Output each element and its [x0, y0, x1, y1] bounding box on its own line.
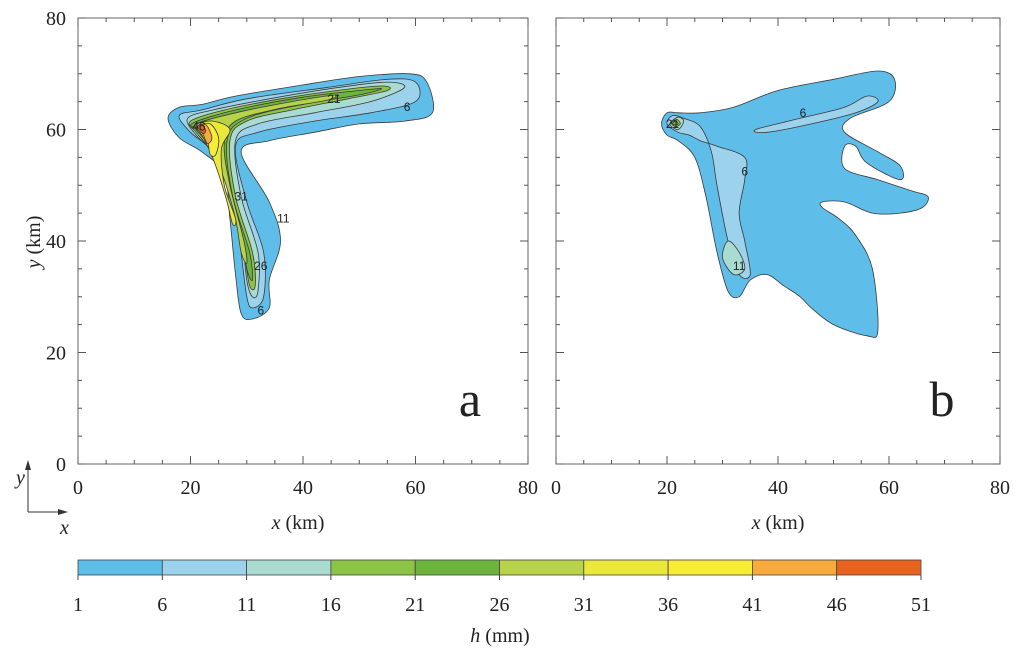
- contour-region-46: [197, 123, 207, 134]
- colorbar-tick-label: 31: [574, 594, 594, 616]
- contour-label: 11: [277, 212, 290, 226]
- orientation-x-arrowhead: [58, 509, 68, 515]
- x-axis-title-b-unit: (km): [761, 512, 805, 534]
- colorbar: 1 6 11 16 21 26 31 36 41 46 51: [73, 559, 931, 616]
- colorbar-tick-label: 11: [237, 594, 256, 616]
- contour-label: 6: [800, 106, 807, 120]
- x-tick-label: 80: [990, 477, 1010, 499]
- y-tick-label: 0: [56, 454, 66, 476]
- x-axis-title-a-var: x: [271, 512, 281, 534]
- x-tick-label: 40: [768, 477, 788, 499]
- x-axis-title-b: x (km): [751, 512, 805, 534]
- svg-text:x (km): x (km): [271, 512, 325, 534]
- contour-region-6: [666, 114, 751, 280]
- panel-b: 0 20 40 60 80 21 6 6 11 b: [551, 17, 1010, 499]
- orientation-x-label: x: [59, 517, 69, 539]
- contour-label: 6: [257, 304, 264, 318]
- contour-label: 31: [234, 189, 248, 203]
- colorbar-swatch: [330, 559, 416, 576]
- colorbar-swatch: [667, 559, 753, 576]
- y-tick-label: 80: [46, 8, 66, 30]
- x-axis-title-a-unit: (km): [281, 512, 325, 534]
- x-tick-label: 60: [406, 477, 426, 499]
- orientation-y-label: y: [14, 467, 25, 489]
- colorbar-tick-label: 26: [490, 594, 510, 616]
- svg-text:y (km): y (km): [23, 216, 45, 271]
- y-axis-title-var: y: [23, 259, 45, 270]
- orientation-indicator: y x: [14, 460, 69, 539]
- contour-label: 26: [254, 259, 268, 273]
- x-tick-label: 80: [518, 477, 538, 499]
- colorbar-swatch: [583, 559, 669, 576]
- colorbar-title: h (mm): [470, 625, 529, 647]
- contour-region-1: [661, 70, 929, 338]
- svg-text:h (mm): h (mm): [470, 625, 529, 647]
- colorbar-tick-label: 46: [827, 594, 847, 616]
- contour-label: 6: [404, 100, 411, 114]
- colorbar-tick-label: 21: [405, 594, 425, 616]
- y-axis-title-unit: (km): [23, 216, 45, 260]
- contour-region-21: [672, 120, 679, 126]
- colorbar-swatch: [414, 559, 500, 576]
- colorbar-title-unit: (mm): [480, 625, 529, 647]
- x-tick-label: 60: [879, 477, 899, 499]
- colorbar-swatch: [499, 559, 585, 576]
- orientation-y-arrowhead: [25, 460, 31, 470]
- x-tick-label: 0: [73, 477, 83, 499]
- colorbar-tick-label: 41: [742, 594, 762, 616]
- contour-label: 6: [741, 164, 748, 178]
- colorbar-tick-label: 16: [321, 594, 341, 616]
- colorbar-tick-label: 6: [157, 594, 167, 616]
- colorbar-swatch: [77, 559, 163, 576]
- x-tick-label: 40: [293, 477, 313, 499]
- x-tick-label: 20: [181, 477, 201, 499]
- contour-label: 21: [666, 117, 680, 131]
- x-tick-label: 0: [551, 477, 561, 499]
- contour-label: 21: [327, 92, 341, 106]
- y-tick-label: 40: [46, 231, 66, 253]
- colorbar-swatch: [836, 559, 922, 576]
- colorbar-tick-label: 1: [73, 594, 83, 616]
- x-axis-title-a: x (km): [271, 512, 325, 534]
- y-axis-title: y (km): [23, 216, 45, 271]
- contour-region-6: [753, 95, 879, 133]
- colorbar-swatch: [752, 559, 838, 576]
- panel-letter: a: [459, 371, 481, 427]
- y-tick-label: 60: [46, 120, 66, 142]
- colorbar-swatch: [246, 559, 332, 576]
- colorbar-title-var: h: [470, 625, 480, 647]
- colorbar-swatch: [161, 559, 248, 576]
- x-axis-title-b-var: x: [751, 512, 761, 534]
- contour-region-11: [721, 240, 746, 276]
- svg-text:x (km): x (km): [751, 512, 805, 534]
- contour-label: 46: [192, 120, 206, 134]
- colorbar-tick-label: 51: [911, 594, 931, 616]
- panel-a: 0 20 40 60 80 0 20 40 60 80 46 21 6 31 11 26 6 a: [46, 8, 538, 499]
- panel-letter: b: [930, 371, 955, 427]
- x-tick-label: 20: [657, 477, 677, 499]
- y-tick-label: 20: [46, 343, 66, 365]
- contour-label: 11: [733, 259, 746, 273]
- colorbar-tick-label: 36: [658, 594, 678, 616]
